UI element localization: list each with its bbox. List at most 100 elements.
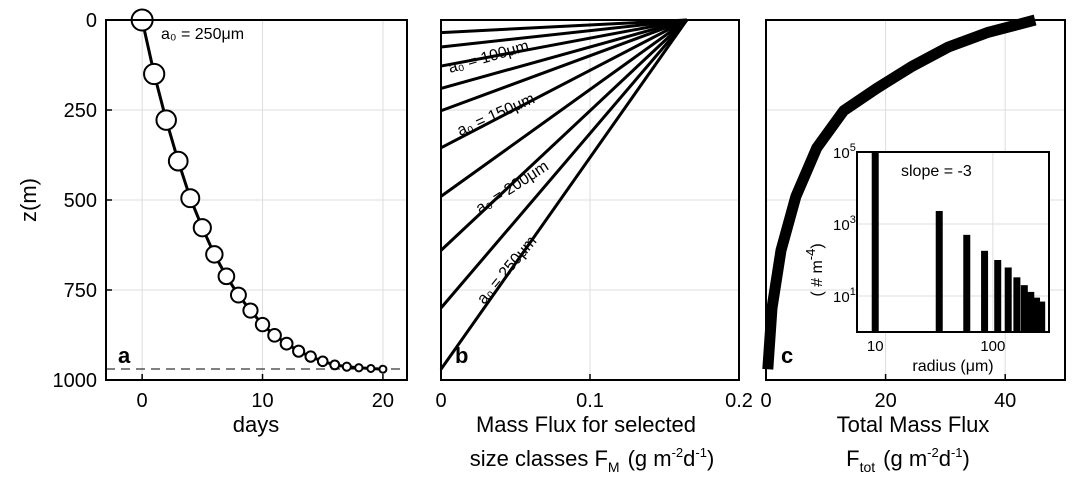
panel-c-xlabel-exp2: -1 — [951, 445, 963, 460]
panel-a-point-13 — [292, 344, 306, 358]
panel-a-point-12 — [279, 336, 294, 351]
panel-a-point-20 — [378, 364, 388, 374]
panel-b-line-2 — [440, 18, 688, 68]
panel-a-point-4 — [180, 188, 201, 209]
inset-bar-2 — [963, 234, 971, 332]
panel-a-point-8 — [229, 286, 247, 304]
panel-a-xtick-2: 20 — [372, 390, 394, 412]
panel-c-xlabel-line2: Ftot (g m-2d-1) — [846, 445, 970, 475]
panel-b-line-6 — [440, 18, 688, 198]
panel-c-frame — [765, 19, 1066, 381]
panel-c-inset: 10 100 105 103 101 slope = -3 radius (μm) ( … — [803, 142, 1050, 375]
panel-a-point-6 — [205, 245, 224, 264]
panel-a-markers — [130, 8, 388, 374]
inset-bar-1 — [935, 210, 943, 332]
panel-a: 0 10 20 0 250 500 750 1000 a₀ = 250μm a days z(… — [16, 8, 408, 437]
inset-bar-3 — [981, 250, 989, 332]
inset-annotation: slope = -3 — [901, 163, 972, 180]
panel-a-point-10 — [254, 316, 271, 333]
panel-a-point-1 — [143, 62, 166, 86]
inset-bar-8 — [1027, 291, 1035, 332]
inset-bar-4 — [994, 260, 1002, 332]
inset-ylabel-prefix: ( # m — [809, 260, 826, 296]
panel-a-ytick-4: 1000 — [53, 370, 98, 392]
inset-xtick-0: 10 — [867, 338, 884, 355]
panel-c: 0 20 40 c Total Mass Flux Ftot (g m-2d-1) 1… — [760, 14, 1066, 475]
panel-b: 0 0.1 0.2 a₀ = 100μm a₀ = 150μm a₀ = 200μm… — [435, 18, 753, 475]
panel-b-xlabel-line1: Mass Flux for selected — [476, 412, 696, 437]
panel-a-point-14 — [304, 350, 317, 363]
inset-frame — [856, 151, 1050, 333]
inset-ylabel: ( # m-4) — [803, 243, 826, 296]
inset-ytick-0: 105 — [833, 142, 856, 162]
inset-xtick-1: 100 — [980, 338, 1005, 355]
panel-c-xlabel-units: (g m — [883, 446, 927, 471]
panel-a-letter: a — [118, 343, 131, 368]
inset-xlabel: radius (μm) — [912, 358, 993, 375]
inset-ytick-1: 103 — [833, 214, 856, 234]
inset-ylabel-exp: -4 — [803, 249, 818, 261]
panel-b-xlabel-line2: size classes FM (g m-2d-1) — [470, 445, 715, 475]
panel-b-line-9 — [439, 19, 689, 371]
panel-a-xtick-1: 10 — [251, 390, 273, 412]
panel-b-line-7 — [439, 18, 688, 252]
panel-a-point-3 — [167, 150, 189, 172]
panel-c-xtick-0: 0 — [760, 390, 771, 412]
panel-a-point-19 — [366, 363, 376, 373]
panel-b-ticks: 0 0.1 0.2 — [435, 374, 753, 412]
inset-bar-0 — [871, 152, 879, 332]
panel-a-xtick-0: 0 — [137, 390, 148, 412]
panel-a-ylabel: z(m) — [16, 178, 41, 222]
panel-b-xlabel-end: ) — [707, 446, 714, 471]
panel-a-xlabel: days — [233, 412, 279, 437]
panel-a-ytick-0: 0 — [86, 10, 97, 32]
panel-a-point-17 — [341, 361, 352, 372]
panel-a-point-9 — [242, 302, 259, 319]
panel-a-ytick-2: 500 — [64, 190, 97, 212]
panel-c-series-line — [762, 14, 1037, 370]
panel-c-xtick-1: 20 — [874, 390, 896, 412]
panel-b-line-4 — [440, 18, 688, 113]
inset-bar-10 — [1038, 301, 1046, 332]
panel-a-point-11 — [267, 328, 282, 343]
panel-c-xlabel-prefix: F — [846, 446, 859, 471]
panel-c-xlabel-mid: d — [939, 446, 951, 471]
panel-b-line-0 — [440, 18, 687, 35]
panel-a-point-15 — [316, 355, 329, 368]
panel-a-point-18 — [354, 363, 364, 373]
panel-c-xtick-2: 40 — [994, 390, 1016, 412]
panel-a-ytick-1: 250 — [64, 100, 97, 122]
panel-b-annotation-250: a₀ = 250μm — [474, 233, 540, 308]
panel-b-line-1 — [440, 18, 688, 49]
panel-b-line-5 — [440, 18, 688, 150]
inset-bars — [871, 152, 1046, 332]
panel-b-xtick-2: 0.2 — [725, 390, 753, 412]
panel-b-xlabel-exp1: -2 — [672, 445, 684, 460]
inset-bar-7 — [1020, 285, 1028, 332]
panel-a-point-5 — [192, 218, 212, 238]
panel-c-xlabel-end: ) — [963, 446, 970, 471]
panel-a-point-2 — [155, 109, 177, 131]
panel-b-xlabel-sub: M — [608, 459, 620, 475]
inset-ytick-2: 101 — [833, 286, 856, 306]
panel-b-lines — [439, 18, 689, 371]
inset-bar-6 — [1013, 277, 1021, 332]
panel-c-xlabel-exp1: -2 — [927, 445, 939, 460]
panel-c-xlabel-line1: Total Mass Flux — [837, 412, 990, 437]
panel-b-letter: b — [455, 343, 468, 368]
panel-b-xtick-0: 0 — [435, 390, 446, 412]
panel-b-xlabel-mid: d — [683, 446, 695, 471]
panel-b-line-8 — [439, 19, 688, 309]
panel-b-xlabel-exp2: -1 — [695, 445, 707, 460]
panel-b-annotation-150: a₀ = 150μm — [455, 90, 538, 139]
panel-c-xlabel-sub: tot — [860, 459, 876, 475]
panel-b-line-3 — [440, 18, 688, 90]
panel-c-letter: c — [781, 343, 793, 368]
inset-ylabel-suffix: ) — [809, 243, 826, 248]
panel-b-xlabel-prefix: size classes F — [470, 446, 608, 471]
panel-b-xlabel-units: (g m — [628, 446, 672, 471]
panel-a-point-16 — [329, 359, 341, 371]
panel-a-point-7 — [217, 267, 236, 286]
inset-ticks: 10 100 105 103 101 — [833, 142, 1005, 355]
panel-c-ticks: 0 20 40 — [760, 374, 1016, 412]
